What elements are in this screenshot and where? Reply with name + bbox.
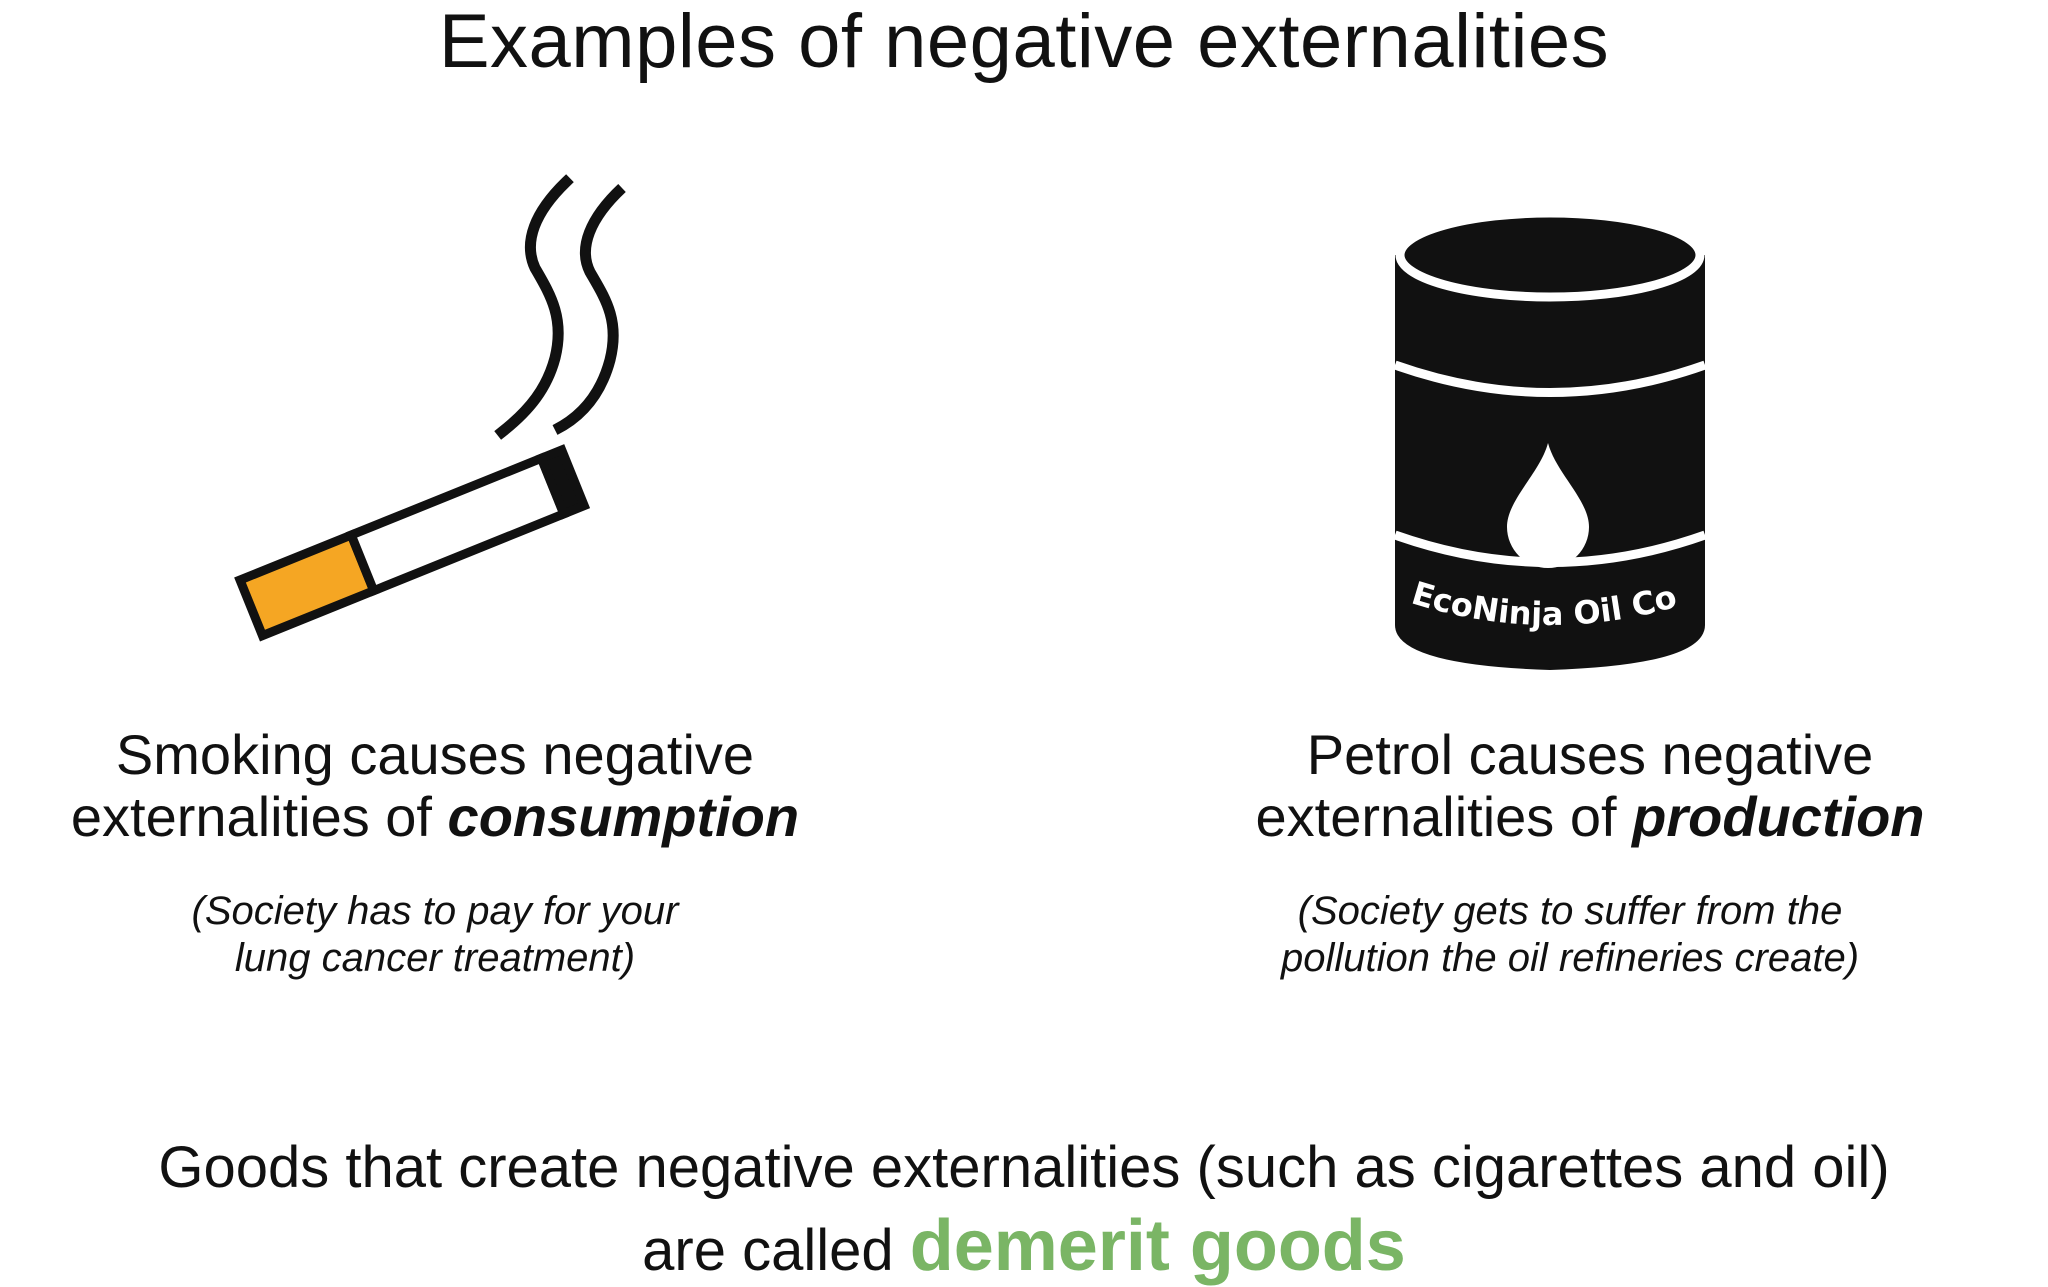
barrel-band-upper xyxy=(1393,360,1707,397)
smoking-note: (Society has to pay for your lung cancer… xyxy=(90,888,780,982)
smoke-wisp-left xyxy=(494,174,574,440)
smoking-note-line1: (Society has to pay for your xyxy=(191,889,679,933)
barrel-top xyxy=(1395,208,1705,302)
petrol-caption-line1: Petrol causes negative xyxy=(1306,723,1874,786)
petrol-caption-line2: externalities of production xyxy=(1140,786,2040,848)
petrol-note-line1: (Society gets to suffer from the xyxy=(1297,889,1843,933)
consumption-emphasis: consumption xyxy=(447,785,800,848)
smoking-caption-line2: externalities of consumption xyxy=(0,786,870,848)
cigarette-paper xyxy=(345,452,570,597)
demerit-goods-emphasis: demerit goods xyxy=(909,1206,1406,1286)
smoking-caption-prefix: externalities of xyxy=(70,785,448,848)
cigarette-ash xyxy=(535,444,591,520)
cigarette-icon xyxy=(220,170,680,650)
oil-barrel-icon: EcoNinja Oil Co. xyxy=(1384,175,1720,675)
petrol-caption-prefix: externalities of xyxy=(1255,785,1633,848)
smoking-caption-line1: Smoking causes negative xyxy=(115,723,755,786)
footer-line2: are called demerit goods xyxy=(0,1210,2048,1287)
smoke-wisp-right xyxy=(552,183,626,435)
smoking-note-line2: lung cancer treatment) xyxy=(234,936,636,980)
page-title: Examples of negative externalities xyxy=(438,0,1610,84)
production-emphasis: production xyxy=(1632,785,1925,848)
footer-line2-prefix: are called xyxy=(642,1218,910,1283)
petrol-caption: Petrol causes negative externalities of … xyxy=(1140,724,2040,848)
petrol-note: (Society gets to suffer from the polluti… xyxy=(1180,888,1960,982)
smoking-caption: Smoking causes negative externalities of… xyxy=(0,724,870,848)
oil-drop-icon xyxy=(1507,443,1589,568)
footer-line1: Goods that create negative externalities… xyxy=(158,1135,1890,1200)
petrol-note-line2: pollution the oil refineries create) xyxy=(1280,936,1860,980)
